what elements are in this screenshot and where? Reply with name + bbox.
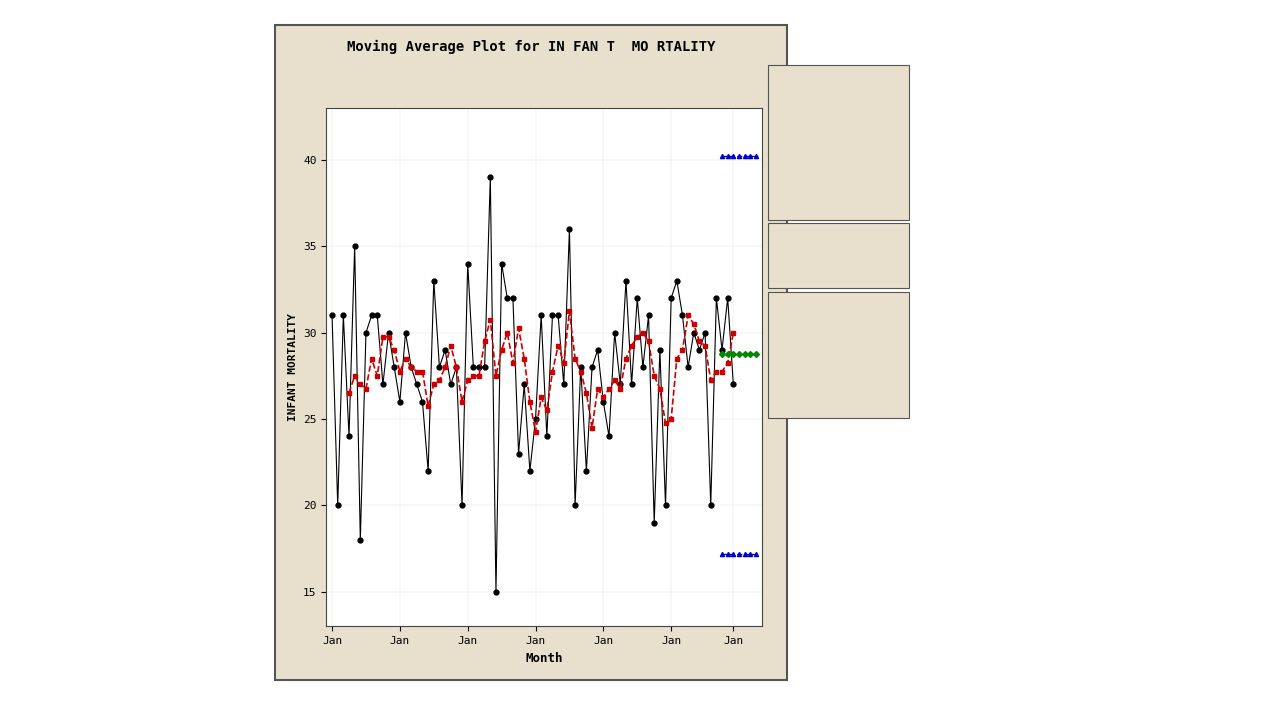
Text: MSD    34.1556: MSD 34.1556 bbox=[780, 387, 855, 396]
Text: Fits: Fits bbox=[832, 132, 852, 140]
Text: Moving Average: Moving Average bbox=[801, 237, 876, 246]
Text: Moving Average Plot for IN FAN T  MO RTALITY: Moving Average Plot for IN FAN T MO RTAL… bbox=[347, 40, 716, 54]
Text: MAPE   19.3504: MAPE 19.3504 bbox=[780, 331, 855, 341]
Text: MAD    4.8377: MAD 4.8377 bbox=[780, 359, 849, 368]
Text: Accuracy Measures: Accuracy Measures bbox=[792, 302, 884, 311]
Text: Actual: Actual bbox=[832, 102, 864, 111]
Text: Length    4: Length 4 bbox=[809, 266, 868, 274]
Text: Variable: Variable bbox=[815, 73, 861, 84]
Text: Forecasts: Forecasts bbox=[832, 161, 879, 170]
X-axis label: Month: Month bbox=[525, 652, 563, 665]
Y-axis label: INFANT MORTALITY: INFANT MORTALITY bbox=[288, 313, 298, 421]
Text: 95.0% PI: 95.0% PI bbox=[832, 190, 874, 199]
